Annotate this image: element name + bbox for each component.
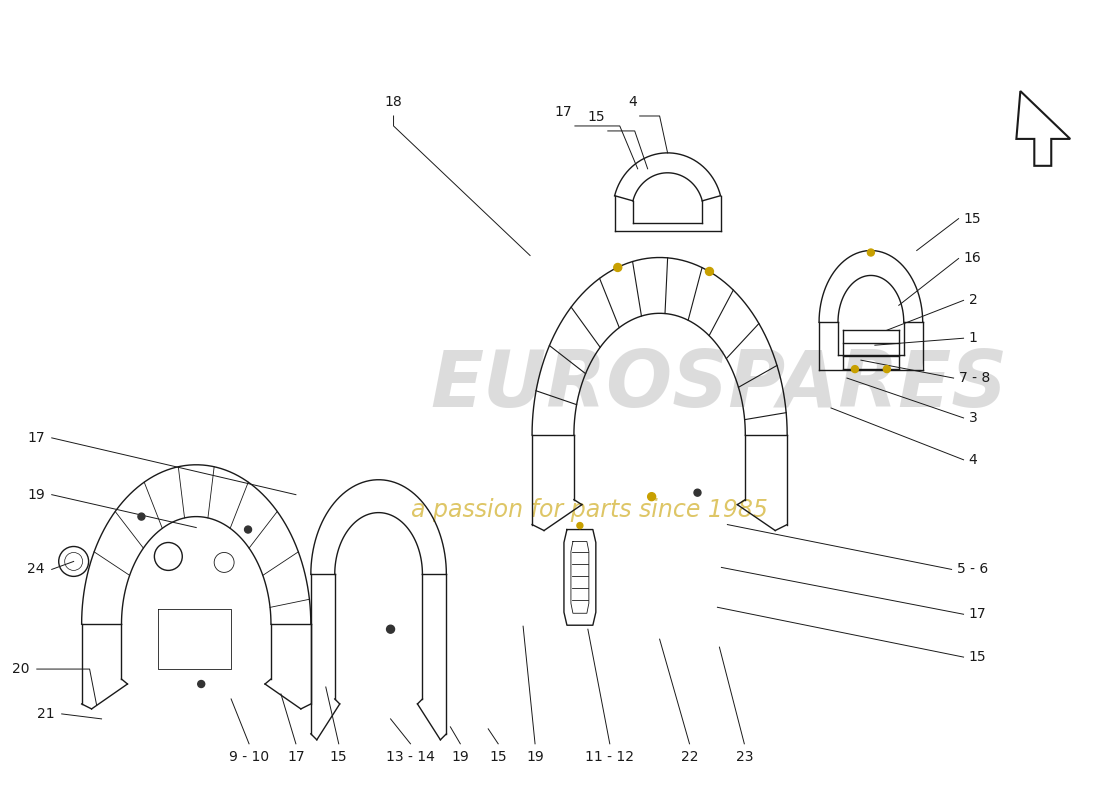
Circle shape xyxy=(868,249,875,256)
Text: 18: 18 xyxy=(385,95,403,109)
Text: 9 - 10: 9 - 10 xyxy=(229,750,270,764)
Text: 1: 1 xyxy=(968,331,978,346)
Text: 19: 19 xyxy=(451,750,470,764)
Text: 17: 17 xyxy=(968,607,987,622)
Text: 19: 19 xyxy=(28,488,45,502)
Text: 7 - 8: 7 - 8 xyxy=(958,371,990,385)
Text: 15: 15 xyxy=(490,750,507,764)
Circle shape xyxy=(705,267,714,275)
Circle shape xyxy=(648,493,656,501)
Text: EUROSPARES: EUROSPARES xyxy=(431,347,1008,423)
Text: 16: 16 xyxy=(964,251,981,266)
Text: 20: 20 xyxy=(12,662,30,676)
Text: 22: 22 xyxy=(681,750,698,764)
Circle shape xyxy=(576,522,583,529)
Circle shape xyxy=(851,366,858,373)
Text: 17: 17 xyxy=(554,105,572,119)
Text: 15: 15 xyxy=(964,212,981,226)
Text: 24: 24 xyxy=(28,562,45,577)
Text: 2: 2 xyxy=(968,294,977,307)
Circle shape xyxy=(614,263,622,271)
Text: 19: 19 xyxy=(526,750,543,764)
Text: 3: 3 xyxy=(968,411,977,425)
Text: 4: 4 xyxy=(628,95,637,109)
Text: 15: 15 xyxy=(587,110,605,124)
Text: 17: 17 xyxy=(287,750,305,764)
Circle shape xyxy=(386,626,395,633)
Text: 17: 17 xyxy=(28,431,45,445)
Text: a passion for parts since 1985: a passion for parts since 1985 xyxy=(411,498,768,522)
Circle shape xyxy=(198,681,205,687)
Text: 13 - 14: 13 - 14 xyxy=(386,750,434,764)
Text: 5 - 6: 5 - 6 xyxy=(957,562,988,577)
Text: 21: 21 xyxy=(37,707,55,721)
Circle shape xyxy=(138,513,145,520)
Text: 23: 23 xyxy=(736,750,754,764)
Text: 4: 4 xyxy=(968,453,977,466)
Circle shape xyxy=(883,366,890,373)
Text: 15: 15 xyxy=(330,750,348,764)
Text: 11 - 12: 11 - 12 xyxy=(585,750,635,764)
Text: 15: 15 xyxy=(968,650,987,664)
Circle shape xyxy=(244,526,252,533)
Circle shape xyxy=(694,489,701,496)
